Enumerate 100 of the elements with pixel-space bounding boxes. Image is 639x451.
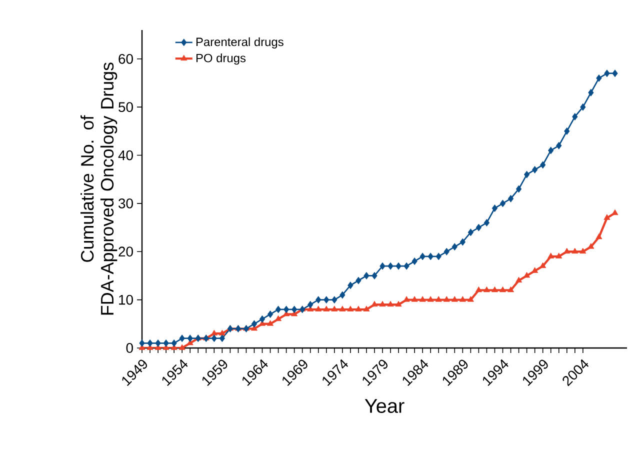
- point: [324, 296, 330, 304]
- point: [364, 272, 370, 280]
- point: [275, 315, 282, 322]
- point: [155, 339, 161, 347]
- point: [572, 112, 578, 120]
- point: [443, 296, 450, 302]
- point: [467, 296, 474, 302]
- point: [251, 320, 258, 328]
- point: [476, 224, 482, 232]
- point: [580, 248, 586, 254]
- point: [484, 218, 490, 226]
- point: [524, 272, 530, 278]
- point: [508, 194, 514, 202]
- point: [403, 296, 410, 302]
- y-tick-label: 50: [118, 102, 133, 112]
- point: [428, 252, 434, 260]
- point: [499, 286, 506, 292]
- y-tick-label: 60: [118, 54, 133, 64]
- point: [596, 233, 602, 240]
- point: [612, 209, 618, 216]
- point: [163, 339, 169, 347]
- point: [355, 306, 362, 312]
- point: [171, 339, 177, 347]
- y-tick-label: 40: [118, 150, 133, 160]
- point: [540, 262, 546, 268]
- point: [588, 88, 594, 96]
- point: [259, 315, 266, 323]
- point: [604, 214, 610, 220]
- point: [218, 330, 226, 336]
- point: [187, 334, 193, 342]
- point: [339, 306, 346, 312]
- point: [580, 103, 586, 111]
- point: [420, 252, 426, 260]
- point: [275, 306, 282, 314]
- point: [604, 70, 610, 78]
- point: [556, 252, 562, 258]
- point: [516, 185, 522, 193]
- point: [147, 339, 153, 347]
- point: [396, 262, 402, 270]
- point: [532, 166, 538, 174]
- point: [340, 291, 346, 299]
- y-axis-title: Cumulative No. of FDA-Approved Oncology Drugs: [80, 62, 118, 315]
- point: [516, 276, 522, 282]
- point: [315, 306, 322, 312]
- point: [460, 238, 466, 246]
- point: [451, 296, 458, 302]
- x-axis-title: Year: [364, 399, 404, 413]
- point: [179, 334, 185, 342]
- point: [564, 248, 570, 254]
- point: [308, 300, 314, 308]
- legend-label: Parenteral drugs: [196, 37, 284, 49]
- point: [492, 204, 498, 212]
- point: [572, 248, 578, 254]
- point: [219, 334, 226, 342]
- point: [178, 344, 186, 350]
- point: [291, 306, 298, 314]
- point: [500, 200, 506, 208]
- point: [356, 276, 362, 284]
- point: [283, 306, 290, 314]
- point: [412, 258, 418, 265]
- point: [564, 127, 570, 135]
- point: [210, 330, 218, 336]
- y-tick-label: 30: [118, 198, 133, 208]
- point: [380, 262, 386, 270]
- point: [387, 300, 394, 307]
- point: [379, 300, 386, 307]
- point: [427, 296, 434, 302]
- point: [435, 296, 442, 302]
- point: [139, 339, 145, 347]
- point: [524, 170, 530, 178]
- point: [211, 334, 217, 342]
- point: [532, 267, 538, 273]
- point: [395, 300, 402, 307]
- point: [388, 262, 394, 270]
- y-tick-label: 10: [119, 294, 133, 305]
- point: [596, 74, 602, 82]
- point: [452, 243, 458, 251]
- point: [267, 310, 274, 318]
- point: [548, 146, 554, 154]
- y-tick-label: 20: [118, 246, 133, 257]
- point: [459, 296, 466, 302]
- point: [468, 228, 474, 236]
- point: [323, 306, 330, 312]
- point: [491, 286, 498, 292]
- point: [436, 252, 442, 260]
- point: [556, 142, 562, 150]
- legend-label: PO drugs: [196, 54, 246, 65]
- point: [508, 286, 514, 292]
- point: [332, 296, 338, 304]
- point: [444, 248, 450, 256]
- point: [363, 306, 370, 312]
- point: [540, 161, 546, 169]
- point: [371, 300, 378, 307]
- point: [475, 286, 482, 292]
- point: [372, 272, 378, 280]
- point: [612, 70, 618, 78]
- point: [483, 286, 490, 292]
- point: [548, 252, 554, 258]
- point: [411, 296, 418, 302]
- point: [404, 262, 410, 270]
